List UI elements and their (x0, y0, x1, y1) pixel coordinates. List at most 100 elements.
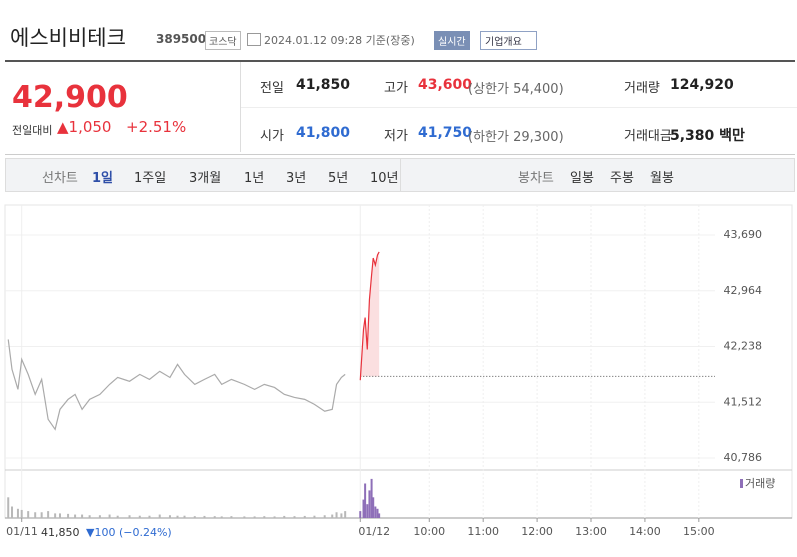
volume-bar (335, 512, 338, 518)
volume-bar (34, 512, 37, 518)
volume-bar (176, 515, 179, 518)
clock-icon (247, 33, 261, 46)
divider (240, 62, 241, 152)
legend-swatch (740, 479, 743, 488)
stat-value: 41,850 (296, 77, 351, 93)
candle-tab[interactable]: 일봉 (570, 171, 594, 186)
volume-bar (243, 516, 246, 518)
volume-bar (20, 509, 23, 518)
volume-bar (220, 516, 223, 518)
volume-bar (370, 478, 373, 518)
stock-name: 에스비비테크 (10, 26, 126, 50)
period-tab[interactable]: 3개월 (189, 171, 222, 186)
volume-bar (331, 514, 334, 518)
price-line (7, 339, 346, 431)
x-tick-label: 13:00 (575, 525, 607, 538)
volume-bar (88, 515, 91, 518)
stat-value: 41,800 (296, 125, 351, 141)
divider (400, 159, 401, 191)
x-tick-label: 15:00 (683, 525, 715, 538)
volume-bar (230, 516, 233, 518)
stock-code: 389500 (156, 32, 207, 46)
change-label: 전일대비 (12, 124, 53, 137)
volume-bar (40, 512, 43, 518)
volume-bar (293, 516, 296, 518)
stat-label: 거래량 (624, 81, 660, 96)
period-tab[interactable]: 3년 (286, 171, 307, 186)
volume-bar (74, 514, 77, 518)
prev-close: 41,850 (41, 526, 80, 539)
volume-bar (193, 516, 196, 518)
volume-bar (116, 515, 119, 518)
volume-bar (58, 513, 61, 518)
x-tick-label: 12:00 (521, 525, 553, 538)
volume-bar (183, 515, 186, 518)
area (360, 251, 380, 381)
x-tick-label: 10:00 (413, 525, 445, 538)
period-tab[interactable]: 1주일 (134, 171, 167, 186)
y-tick-label: 42,238 (724, 340, 763, 353)
y-tick-label: 43,690 (724, 228, 763, 241)
candle-tab[interactable]: 주봉 (610, 171, 634, 186)
volume-bar (67, 513, 70, 518)
prev-change: ▼100 (−0.24%) (86, 526, 172, 539)
volume-bar (203, 515, 206, 518)
change: ▲1,050 (57, 118, 112, 136)
realtime-button[interactable]: 실시간 (434, 31, 470, 50)
overview-button[interactable]: 기업개요 (480, 31, 537, 50)
volume-bar (98, 515, 101, 518)
stat-label: 시가 (260, 129, 284, 144)
volume-bar (283, 515, 286, 518)
volume-bar (313, 515, 316, 518)
period-tab[interactable]: 10년 (370, 171, 399, 186)
volume-bar (81, 514, 84, 518)
market-badge: 코스닥 (205, 31, 241, 50)
divider (241, 107, 797, 108)
candle-tab[interactable]: 월봉 (650, 171, 674, 186)
price: 42,900 (12, 80, 128, 115)
volume-bar (303, 515, 306, 518)
volume-bar (378, 513, 381, 518)
volume-bar (368, 490, 371, 518)
stat-label: 전일 (260, 81, 284, 96)
stat-label: 거래대금 (624, 129, 672, 144)
volume-bar (359, 511, 362, 518)
volume-bar (362, 499, 365, 518)
volume-bar (376, 508, 379, 518)
volume-bar (11, 506, 14, 518)
volume-bar (108, 514, 111, 518)
volume-bar (138, 515, 141, 518)
y-tick-label: 40,786 (724, 451, 763, 464)
time: 2024.01.12 09:28 기준(장중) (264, 34, 415, 47)
quote-box (5, 60, 795, 155)
legend-label: 거래량 (745, 477, 775, 490)
y-tick-label: 42,964 (724, 284, 763, 297)
volume-bar (273, 516, 276, 518)
stat-label: 저가 (384, 129, 408, 144)
change-pct: +2.51% (126, 118, 187, 136)
volume-bar (7, 497, 10, 518)
volume-bar (374, 506, 377, 518)
volume-bar (263, 516, 266, 518)
stat-value: 5,380 백만 (670, 128, 745, 144)
plot-frame (4, 204, 793, 519)
volume-bar (158, 514, 161, 518)
stat-value: 43,600 (418, 77, 473, 93)
period-tab[interactable]: 1년 (244, 171, 265, 186)
x-tick-label: 01/11 (6, 525, 38, 538)
stat-value: 41,750 (418, 125, 473, 141)
x-tick-label: 01/12 (358, 525, 390, 538)
period-tab[interactable]: 1일 (92, 171, 114, 186)
volume-bar (253, 516, 256, 518)
period-tab[interactable]: 5년 (328, 171, 349, 186)
volume-bar (16, 508, 19, 518)
stat-value: 124,920 (670, 77, 734, 93)
stat-note: (하한가 29,300) (468, 130, 564, 145)
tab-label: 선차트 (42, 171, 78, 186)
price-line (359, 251, 380, 381)
volume-bar (372, 497, 375, 518)
volume-bar (54, 513, 57, 518)
x-tick-label: 14:00 (629, 525, 661, 538)
volume-bar (366, 504, 369, 518)
